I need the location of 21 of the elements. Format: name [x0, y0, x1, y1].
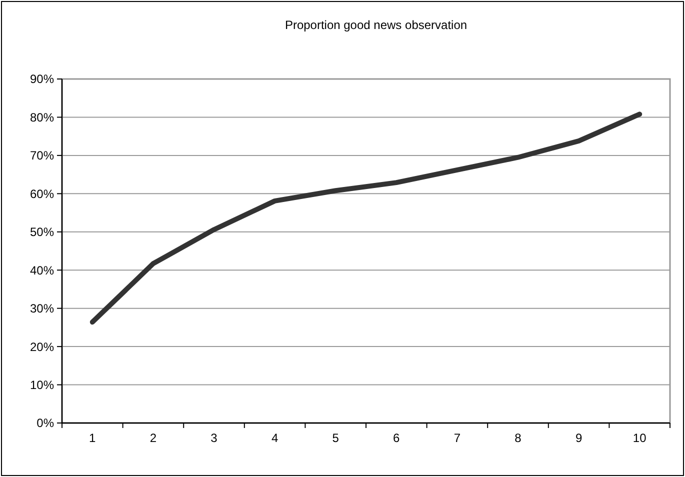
- y-tick-label: 80%: [30, 110, 54, 124]
- y-tick-label: 20%: [30, 340, 54, 354]
- y-tick-label: 30%: [30, 302, 54, 316]
- x-tick-label: 3: [210, 431, 218, 445]
- x-tick-label: 2: [150, 431, 157, 445]
- chart-title: Proportion good news observation: [284, 18, 468, 32]
- y-tick-label: 60%: [30, 186, 54, 201]
- x-tick-label: 6: [393, 431, 400, 445]
- y-tick-label: 10%: [30, 378, 54, 392]
- x-tick-label: 8: [514, 431, 522, 445]
- y-tick-label: 40%: [30, 263, 54, 278]
- x-tick-label: 1: [89, 431, 96, 445]
- x-tick-label: 4: [271, 431, 278, 445]
- x-tick-label: 7: [454, 431, 461, 445]
- y-tick-label: 0%: [36, 416, 54, 430]
- x-tick-label: 5: [332, 431, 340, 445]
- x-tick-label: 10: [632, 431, 647, 445]
- y-tick-label: 90%: [30, 72, 54, 86]
- y-tick-label: 50%: [30, 225, 54, 240]
- y-tick-label: 70%: [30, 148, 54, 163]
- x-tick-label: 9: [575, 431, 582, 445]
